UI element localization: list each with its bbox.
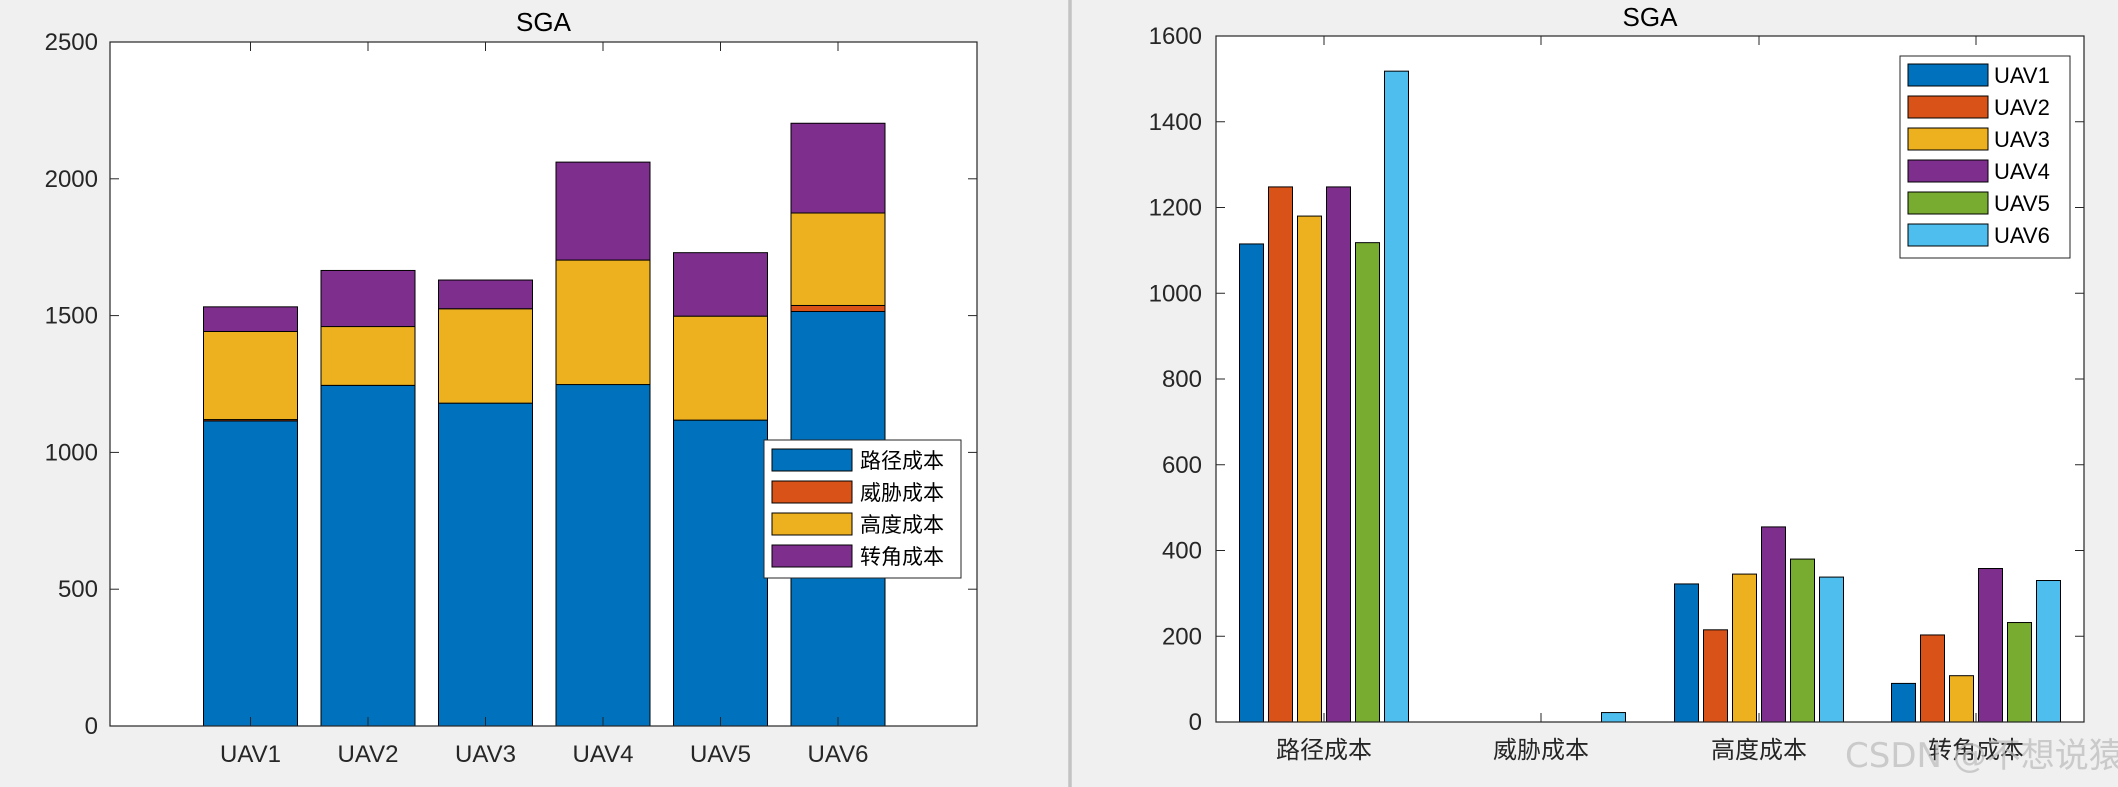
- bar-segment: [320, 384, 416, 727]
- bar: [1355, 242, 1380, 723]
- y-tick-label: 2000: [45, 166, 98, 193]
- bar: [1732, 573, 1757, 723]
- y-tick-label: 500: [58, 576, 98, 603]
- left-chart-panel: UAV1 UAV2 UAV3 UAV4 UAV5 UAV6 0 500 1000 1500 2000…: [44, 7, 978, 768]
- legend-label: 高度成本: [860, 513, 944, 537]
- bar-segment: [790, 304, 886, 312]
- y-tick-label: 0: [1189, 709, 1202, 736]
- bar-segment: [790, 212, 886, 306]
- bar: [1384, 70, 1409, 723]
- legend-swatch: [771, 448, 853, 472]
- bar: [1239, 243, 1264, 723]
- axes-box: [1215, 35, 2085, 723]
- y-tick-label: 400: [1162, 538, 1202, 565]
- bar-segment: [203, 420, 298, 727]
- bar: [1297, 215, 1322, 723]
- legend-swatch: [1907, 127, 1989, 151]
- bar: [1703, 629, 1728, 723]
- legend-label: 转角成本: [860, 545, 944, 569]
- bar: [1326, 186, 1351, 723]
- x-tick-label: 威胁成本: [1493, 736, 1589, 764]
- legend-swatch: [1907, 95, 1989, 119]
- legend-label: 威胁成本: [860, 481, 944, 505]
- bar-segment: [555, 384, 651, 727]
- chart-title: SGA: [1623, 2, 1679, 32]
- bar-segment: [555, 161, 651, 261]
- bar-segment: [438, 279, 533, 310]
- x-tick-label: 高度成本: [1711, 736, 1807, 764]
- y-tick-label: 1400: [1149, 109, 1202, 136]
- y-tick-label: 0: [85, 713, 98, 740]
- bar-segment: [203, 330, 298, 421]
- bar: [1268, 186, 1293, 723]
- bar: [1819, 576, 1844, 723]
- legend-swatch: [1907, 191, 1989, 215]
- legend-label: UAV6: [1994, 223, 2050, 248]
- bar: [1761, 526, 1786, 723]
- bar: [1601, 712, 1626, 723]
- x-tick-label: 转角成本: [1928, 736, 2024, 764]
- legend-label: UAV2: [1994, 95, 2050, 120]
- legend-label: UAV1: [1994, 63, 2050, 88]
- bar-segment: [203, 306, 298, 332]
- bar: [1790, 558, 1815, 723]
- legend-swatch: [771, 512, 853, 536]
- bar-segment: [673, 419, 768, 727]
- axes-box: [109, 41, 978, 727]
- x-tick-label: UAV1: [220, 741, 281, 768]
- chart-title: SGA: [516, 7, 572, 37]
- legend: UAV1 UAV2 UAV3 UAV4 UAV5 UAV6: [1899, 55, 2071, 259]
- bar-segment: [320, 326, 416, 386]
- y-tick-label: 1600: [1149, 23, 1202, 50]
- bar-segment: [438, 402, 533, 727]
- y-tick-label: 1000: [45, 439, 98, 466]
- bar: [1674, 583, 1699, 723]
- x-tick-label: 路径成本: [1276, 736, 1372, 764]
- bar: [1949, 675, 1974, 723]
- y-tick-label: 800: [1162, 366, 1202, 393]
- bar-segment: [790, 122, 886, 214]
- x-tick-label: UAV3: [455, 741, 516, 768]
- x-tick-label: UAV4: [573, 741, 634, 768]
- bar-segment: [673, 315, 768, 421]
- legend-swatch: [1907, 159, 1989, 183]
- legend-label: 路径成本: [860, 449, 944, 473]
- legend-swatch: [1907, 63, 1989, 87]
- legend-label: UAV5: [1994, 191, 2050, 216]
- bar: [1920, 634, 1945, 723]
- x-tick-label: UAV6: [808, 741, 869, 768]
- y-tick-label: 200: [1162, 623, 1202, 650]
- bar-segment: [438, 308, 533, 404]
- bar: [2036, 580, 2061, 723]
- legend-label: UAV4: [1994, 159, 2050, 184]
- x-tick-label: UAV5: [690, 741, 751, 768]
- bar-segment: [555, 259, 651, 386]
- legend-label: UAV3: [1994, 127, 2050, 152]
- legend-swatch: [771, 480, 853, 504]
- legend-swatch: [1907, 223, 1989, 247]
- grouped-bar-chart: 路径成本 威胁成本 高度成本 转角成本 0 200 400 600 800 1000 1200 140…: [1149, 2, 2085, 764]
- bar: [1891, 682, 1916, 723]
- bar-segment: [320, 269, 416, 328]
- bar: [1978, 568, 2003, 723]
- panel-divider: [1068, 0, 1072, 787]
- y-tick-label: 1200: [1149, 195, 1202, 222]
- right-chart-panel: 路径成本 威胁成本 高度成本 转角成本 0 200 400 600 800 1000 1200 140…: [1072, 0, 2118, 787]
- bar: [2007, 622, 2032, 723]
- y-tick-label: 1500: [45, 303, 98, 330]
- x-tick-label: UAV2: [338, 741, 399, 768]
- y-tick-label: 1000: [1149, 280, 1202, 307]
- watermark-text: CSDN @不想说猿手: [1845, 736, 2118, 776]
- y-tick-label: 600: [1162, 452, 1202, 479]
- stacked-bar-chart: UAV1 UAV2 UAV3 UAV4 UAV5 UAV6 0 500 1000 1500 2000…: [45, 7, 978, 768]
- bar-segment: [673, 252, 768, 317]
- legend-swatch: [771, 544, 853, 568]
- y-tick-label: 2500: [45, 29, 98, 56]
